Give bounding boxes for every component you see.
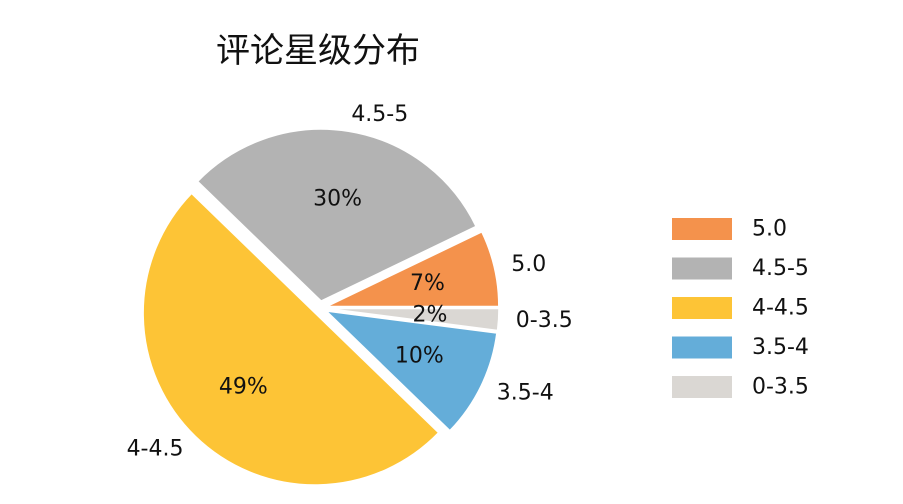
legend-swatch-0-3-5 [672, 376, 732, 398]
pie-slices [142, 128, 500, 486]
legend-item-4-4-5: 4-4.5 [672, 296, 809, 321]
legend-item-4-5-5: 4.5-5 [672, 256, 809, 281]
legend: 5.0 4.5-5 4-4.5 3.5-4 0-3.5 [672, 217, 809, 400]
category-label-5-0: 5.0 [511, 252, 546, 277]
pie-slice-0-3-5 [326, 307, 500, 332]
pct-label-4-5-5: 30% [313, 187, 362, 212]
pie-labels: 7% 5.0 30% 4.5-5 49% 4-4.5 10% 3.5-4 2% 0-3.5 [127, 102, 573, 462]
pie-slice-5-0 [326, 230, 500, 308]
legend-label-3-5-4: 3.5-4 [752, 335, 809, 360]
legend-swatch-4-5-5 [672, 257, 732, 280]
chart-title: 评论星级分布 [216, 31, 420, 71]
legend-item-5-0: 5.0 [672, 217, 787, 242]
legend-swatch-3-5-4 [672, 336, 732, 359]
legend-label-4-4-5: 4-4.5 [752, 296, 809, 321]
legend-label-5-0: 5.0 [752, 217, 787, 242]
category-label-4-4-5: 4-4.5 [127, 436, 184, 461]
pct-label-5-0: 7% [410, 271, 445, 296]
category-label-0-3-5: 0-3.5 [516, 308, 573, 333]
legend-label-4-5-5: 4.5-5 [752, 256, 809, 281]
legend-swatch-4-4-5 [672, 297, 732, 319]
pie-slice-3-5-4 [324, 310, 498, 432]
pie-slice-4-4-5 [142, 192, 440, 486]
legend-item-3-5-4: 3.5-4 [672, 335, 809, 360]
legend-item-0-3-5: 0-3.5 [672, 375, 809, 400]
pct-label-0-3-5: 2% [413, 303, 448, 328]
pie-slice-4-5-5 [196, 128, 478, 302]
legend-label-0-3-5: 0-3.5 [752, 375, 809, 400]
pct-label-3-5-4: 10% [395, 343, 444, 368]
legend-swatch-5-0 [672, 218, 732, 240]
category-label-3-5-4: 3.5-4 [497, 381, 554, 406]
pct-label-4-4-5: 49% [219, 375, 268, 400]
category-label-4-5-5: 4.5-5 [351, 102, 408, 127]
